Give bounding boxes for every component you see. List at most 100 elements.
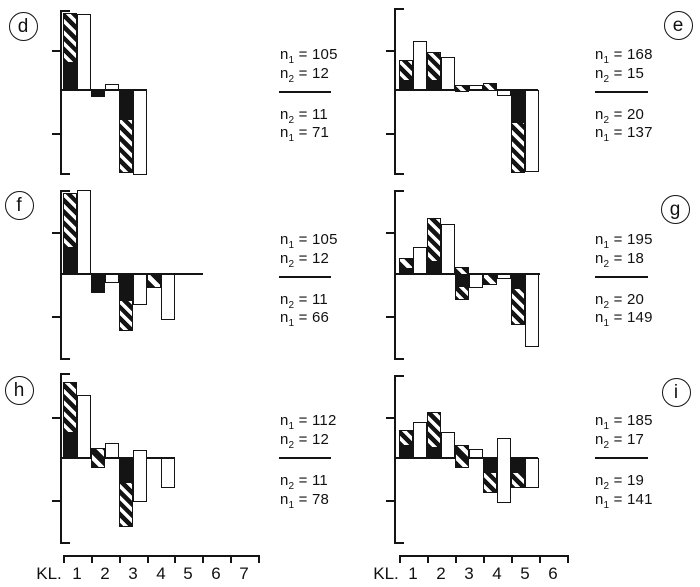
xaxis-left-tick-6 bbox=[202, 555, 204, 563]
subscript: 2 bbox=[288, 300, 295, 311]
f-class2-ref-bar bbox=[104, 274, 119, 283]
notch-segment bbox=[456, 86, 468, 91]
subscript: 1 bbox=[603, 421, 610, 432]
black-segment bbox=[512, 459, 524, 473]
hatch-segment bbox=[400, 61, 412, 80]
notch-segment bbox=[147, 275, 160, 287]
f-class2-group-bar bbox=[90, 274, 105, 293]
i-annotation-bottom-n2: n2 = 19 bbox=[595, 472, 645, 492]
d-annotation-top-n2: n2 = 12 bbox=[280, 65, 330, 85]
subscript: 2 bbox=[288, 115, 295, 126]
hatch-segment bbox=[400, 431, 412, 445]
xaxis-left-class-label-7: 7 bbox=[239, 564, 249, 583]
xaxis-left-class-label-6: 6 bbox=[211, 564, 221, 583]
hatch-segment bbox=[64, 383, 76, 432]
h-annotation-divider bbox=[279, 457, 331, 459]
g-yaxis-top-foot bbox=[394, 190, 404, 192]
i-yaxis-bottom-foot bbox=[394, 542, 404, 544]
black-segment bbox=[512, 275, 524, 289]
xaxis-right-tick-7 bbox=[567, 555, 569, 563]
g-annotation-top-n2: n2 = 18 bbox=[595, 250, 645, 270]
f-class1-group-bar bbox=[63, 193, 77, 274]
xaxis-left-tick-3 bbox=[119, 555, 121, 563]
black-segment bbox=[400, 267, 412, 273]
notch-segment bbox=[484, 84, 496, 90]
h-yaxis-tick-up bbox=[52, 417, 60, 419]
d-yaxis-line bbox=[60, 10, 62, 175]
g-yaxis-line bbox=[394, 190, 396, 360]
xaxis-left-tick-1 bbox=[63, 555, 65, 563]
subscript: 1 bbox=[603, 500, 610, 511]
black-segment bbox=[64, 431, 76, 457]
g-class1-group-bar bbox=[399, 258, 413, 274]
panel-h-circle-label: h bbox=[4, 375, 34, 405]
g-annotation-divider bbox=[595, 276, 648, 278]
subscript: 2 bbox=[288, 74, 295, 85]
black-segment bbox=[400, 444, 412, 457]
i-class3-ref-bar bbox=[469, 449, 483, 458]
d-annotation-top-n1: n1 = 105 bbox=[280, 46, 338, 66]
d-annotation-bottom-n2: n2 = 11 bbox=[280, 106, 328, 126]
i-yaxis-tick-up bbox=[386, 417, 394, 419]
xaxis-right-tick-1 bbox=[399, 555, 401, 563]
xaxis-left-tick-4 bbox=[147, 555, 149, 563]
h-class2-ref-bar bbox=[104, 443, 119, 458]
xaxis-right-class-label-3: 3 bbox=[464, 564, 474, 583]
g-annotation-bottom-n1: n1 = 149 bbox=[595, 309, 653, 329]
subscript: 1 bbox=[603, 133, 610, 144]
black-segment bbox=[484, 459, 496, 473]
h-class4-ref-bar bbox=[160, 458, 175, 488]
f-class3-group-bar bbox=[118, 274, 133, 331]
panel-i-circle-label: i bbox=[661, 377, 691, 407]
f-yaxis-tick-down bbox=[52, 316, 60, 318]
hatch-segment bbox=[512, 472, 524, 487]
f-class4-group-bar bbox=[146, 274, 161, 288]
hatch-segment bbox=[119, 300, 132, 330]
i-yaxis-tick-down bbox=[386, 500, 394, 502]
i-yaxis-top-foot bbox=[394, 375, 404, 377]
subscript: 1 bbox=[288, 421, 295, 432]
e-yaxis-line bbox=[394, 8, 396, 175]
xaxis-left-class-label-5: 5 bbox=[183, 564, 193, 583]
panel-f-circle-label: f bbox=[4, 190, 34, 220]
e-annotation-bottom-n1: n1 = 137 bbox=[595, 124, 653, 144]
black-segment bbox=[400, 79, 412, 89]
xaxis-right-class-label-1: 1 bbox=[408, 564, 418, 583]
notch2-segment bbox=[91, 449, 104, 467]
xaxis-right-tick-6 bbox=[539, 555, 541, 563]
xaxis-left-tick-2 bbox=[91, 555, 93, 563]
g-class5-ref-bar bbox=[525, 274, 539, 347]
d-yaxis-tick-up bbox=[52, 50, 60, 52]
hatch-segment bbox=[484, 472, 496, 492]
h-yaxis-tick-down bbox=[52, 500, 60, 502]
subscript: 1 bbox=[603, 55, 610, 66]
i-annotation-top-n2: n2 = 17 bbox=[595, 431, 645, 451]
black-segment bbox=[428, 446, 440, 457]
subscript: 1 bbox=[288, 55, 295, 66]
h-class3-group-bar bbox=[118, 458, 133, 527]
e-yaxis-top-foot bbox=[394, 8, 404, 10]
i-annotation-divider bbox=[595, 457, 648, 459]
black-segment bbox=[119, 459, 132, 483]
e-annotation-divider bbox=[595, 91, 648, 93]
black-segment bbox=[119, 275, 132, 301]
hatch-segment bbox=[119, 482, 132, 526]
g-yaxis-tick-down bbox=[386, 316, 394, 318]
f-yaxis-top-foot bbox=[60, 190, 70, 192]
subscript: 1 bbox=[288, 500, 295, 511]
e-class5-ref-bar bbox=[525, 90, 539, 172]
e-class3-ref-bar bbox=[469, 85, 483, 90]
e-yaxis-tick-down bbox=[386, 133, 394, 135]
i-yaxis-line bbox=[394, 375, 396, 544]
d-class2-group-bar bbox=[90, 90, 105, 97]
xaxis-right-tick-2 bbox=[427, 555, 429, 563]
f-annotation-divider bbox=[279, 276, 331, 278]
black-segment bbox=[512, 91, 524, 123]
f-yaxis-bottom-foot bbox=[60, 358, 70, 360]
subscript: 1 bbox=[603, 240, 610, 251]
subscript: 1 bbox=[288, 240, 295, 251]
xaxis-left-line bbox=[63, 555, 260, 557]
subscript: 2 bbox=[288, 440, 295, 451]
h-annotation-bottom-n2: n2 = 11 bbox=[280, 472, 328, 492]
